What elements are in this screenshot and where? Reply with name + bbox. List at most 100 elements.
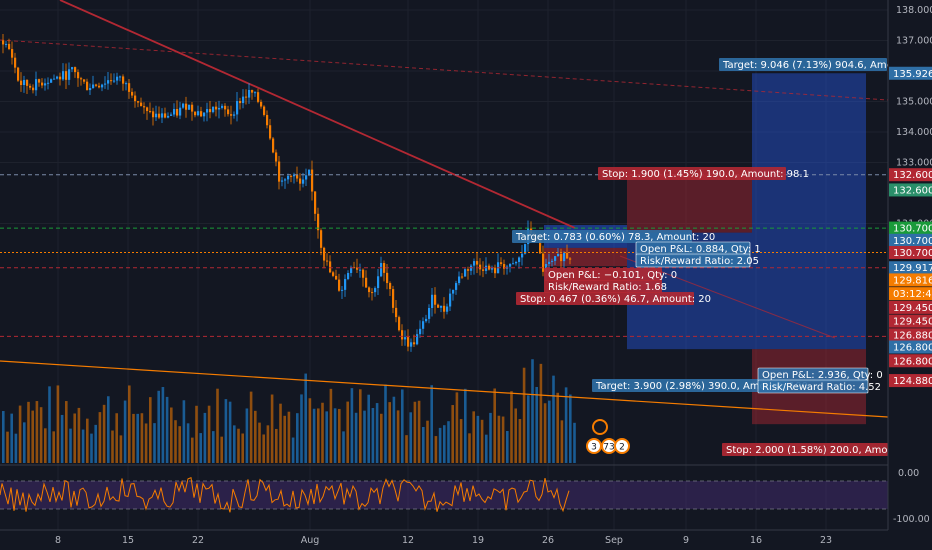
position-label-bg bbox=[722, 443, 888, 456]
price-tick-label: 137.000 bbox=[896, 36, 932, 47]
candle bbox=[209, 109, 212, 113]
volume-bar bbox=[388, 402, 391, 463]
candle bbox=[149, 111, 152, 113]
candle bbox=[89, 88, 92, 91]
candle bbox=[320, 230, 323, 248]
volume-bar bbox=[308, 398, 312, 463]
volume-bar bbox=[300, 394, 303, 463]
price-tag-text: 130.700 bbox=[893, 248, 932, 259]
candle bbox=[410, 342, 413, 347]
volume-bar bbox=[2, 411, 5, 463]
volume-bar bbox=[497, 415, 501, 463]
volume-bar bbox=[191, 437, 194, 463]
candle bbox=[467, 269, 470, 271]
volume-bar bbox=[245, 408, 249, 463]
volume-bar bbox=[161, 387, 165, 463]
volume-bar bbox=[426, 420, 429, 463]
volume-bar bbox=[203, 412, 207, 463]
volume-bar bbox=[363, 410, 366, 463]
position-label-text: Risk/Reward Ratio: 1.68 bbox=[548, 282, 667, 293]
candle bbox=[32, 87, 35, 91]
price-tag: 126.800 bbox=[889, 340, 932, 354]
candle bbox=[35, 79, 38, 91]
volume-bar bbox=[18, 405, 22, 463]
volume-bar bbox=[241, 433, 244, 463]
time-tick-label: 9 bbox=[683, 535, 689, 546]
candle bbox=[317, 213, 320, 231]
volume-bar bbox=[556, 392, 559, 463]
price-tag-bg bbox=[889, 300, 932, 314]
volume-bar bbox=[384, 384, 387, 463]
candle bbox=[551, 260, 554, 262]
candle bbox=[101, 84, 104, 88]
position-label-text: Stop: 2.000 (1.58%) 200.0, Amount: 100 bbox=[726, 445, 930, 456]
volume-bar bbox=[52, 431, 55, 463]
candle bbox=[77, 72, 80, 79]
candle bbox=[8, 43, 11, 50]
candle bbox=[182, 103, 185, 108]
volume-bar bbox=[119, 435, 123, 463]
volume-bar bbox=[472, 411, 475, 463]
volume-bar bbox=[371, 408, 375, 463]
candle bbox=[245, 96, 248, 98]
price-tag: 130.700 bbox=[889, 245, 932, 259]
candle bbox=[455, 283, 458, 290]
candle bbox=[404, 337, 407, 340]
position-label-text: Target: 9.046 (7.13%) 904.6, Amount: 100 bbox=[722, 60, 932, 71]
candle bbox=[266, 114, 269, 126]
candle bbox=[278, 161, 281, 182]
volume-bar bbox=[485, 434, 488, 463]
candle bbox=[560, 254, 563, 262]
volume-bar bbox=[518, 419, 522, 463]
event-badge: 2 bbox=[614, 438, 630, 454]
volume-bar bbox=[94, 424, 97, 463]
candle bbox=[233, 114, 236, 116]
price-tag-text: 129.816 bbox=[893, 275, 932, 286]
price-tag-text: 132.600 bbox=[893, 185, 932, 196]
candle bbox=[479, 264, 482, 270]
candle bbox=[191, 104, 194, 112]
candle bbox=[302, 179, 305, 184]
time-tick-label: 16 bbox=[750, 535, 762, 546]
price-tag-text: 126.800 bbox=[893, 343, 932, 354]
candle bbox=[98, 85, 101, 88]
candle bbox=[509, 263, 512, 267]
volume-bar bbox=[23, 422, 26, 463]
candle bbox=[395, 307, 398, 318]
candle bbox=[419, 328, 422, 335]
price-tag-bg bbox=[889, 245, 932, 259]
price-tag: 129.816 bbox=[889, 273, 932, 287]
candle bbox=[359, 269, 362, 271]
volume-bar bbox=[501, 416, 505, 463]
event-badge: 3 bbox=[586, 438, 602, 454]
price-tag-bg bbox=[889, 233, 932, 247]
volume-bar bbox=[81, 429, 85, 463]
candle bbox=[167, 115, 170, 118]
candle bbox=[143, 106, 146, 108]
candle bbox=[287, 175, 290, 180]
volume-bar bbox=[464, 388, 467, 463]
position-labels: Target: 9.046 (7.13%) 904.6, Amount: 100… bbox=[512, 58, 932, 456]
position-label-text: Stop: 0.467 (0.36%) 46.7, Amount: 20 bbox=[520, 294, 711, 305]
volume-bar bbox=[447, 421, 450, 463]
target-zone bbox=[752, 73, 866, 350]
candle bbox=[416, 334, 419, 345]
support-trend-line bbox=[0, 360, 889, 418]
candle bbox=[173, 108, 176, 115]
volume-bar bbox=[136, 413, 139, 463]
position-label-bg bbox=[516, 292, 694, 305]
volume-bar bbox=[149, 397, 152, 463]
candle bbox=[194, 111, 197, 116]
price-tag: 03:12:48 bbox=[889, 287, 932, 301]
candle bbox=[5, 43, 8, 45]
candle bbox=[428, 308, 431, 319]
volume-bar bbox=[115, 413, 118, 463]
volume-bar bbox=[405, 435, 408, 463]
candle bbox=[437, 304, 440, 308]
candle bbox=[104, 83, 107, 85]
candle bbox=[248, 89, 251, 98]
price-tag-bg bbox=[889, 221, 932, 235]
time-axis: 8 15 22 Aug 12 19 26 Sep 9 16 23 bbox=[0, 529, 888, 546]
candle bbox=[134, 95, 137, 102]
